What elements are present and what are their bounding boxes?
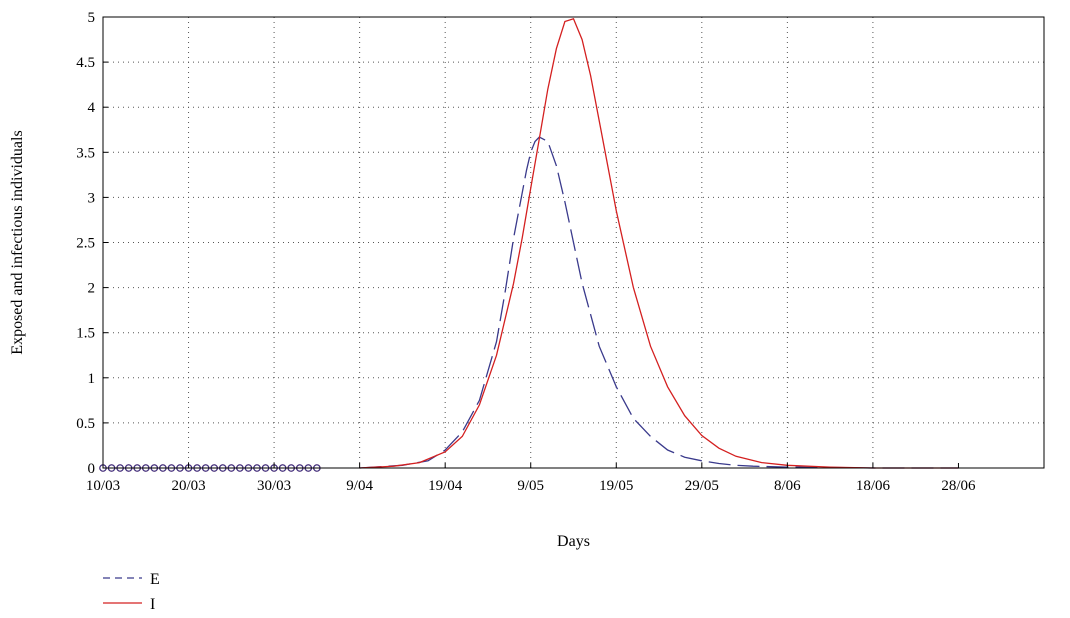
series-line-e — [359, 136, 959, 469]
x-tick-label: 19/04 — [428, 478, 463, 494]
y-tick-label: 3.5 — [76, 145, 95, 161]
y-tick-label: 4.5 — [76, 55, 95, 71]
x-tick-label: 9/05 — [517, 478, 544, 494]
y-tick-label: 0.5 — [76, 416, 95, 432]
x-axis-title: Days — [557, 533, 590, 550]
series-line-i — [359, 18, 959, 469]
y-tick-label: 1 — [88, 371, 96, 387]
x-tick-label: 8/06 — [774, 478, 801, 494]
x-tick-label: 30/03 — [257, 478, 291, 494]
x-tick-label: 18/06 — [856, 478, 891, 494]
x-tick-label: 29/05 — [685, 478, 719, 494]
x-tick-label: 28/06 — [941, 478, 976, 494]
y-tick-label: 4 — [88, 100, 96, 116]
grid-lines — [103, 17, 1044, 468]
legend-label-i: I — [150, 596, 155, 613]
legend-label-e: E — [150, 571, 160, 588]
y-tick-label: 2.5 — [76, 236, 95, 252]
x-tick-label: 20/03 — [171, 478, 205, 494]
y-axis-title: Exposed and infectious individuals — [9, 130, 26, 354]
y-tick-label: 2 — [88, 281, 96, 297]
series-layer — [99, 18, 959, 472]
x-tick-label: 9/04 — [346, 478, 373, 494]
axis-ticks: 10/03 20/03 30/03 9/04 19/04 9/05 19/05 29/05 8/… — [76, 10, 976, 494]
x-tick-label: 19/05 — [599, 478, 633, 494]
y-tick-label: 0 — [88, 461, 96, 477]
y-tick-label: 1.5 — [76, 326, 95, 342]
y-tick-label: 3 — [88, 190, 96, 206]
legend: E I — [103, 571, 160, 613]
y-tick-label: 5 — [88, 10, 96, 26]
x-tick-label: 10/03 — [86, 478, 120, 494]
